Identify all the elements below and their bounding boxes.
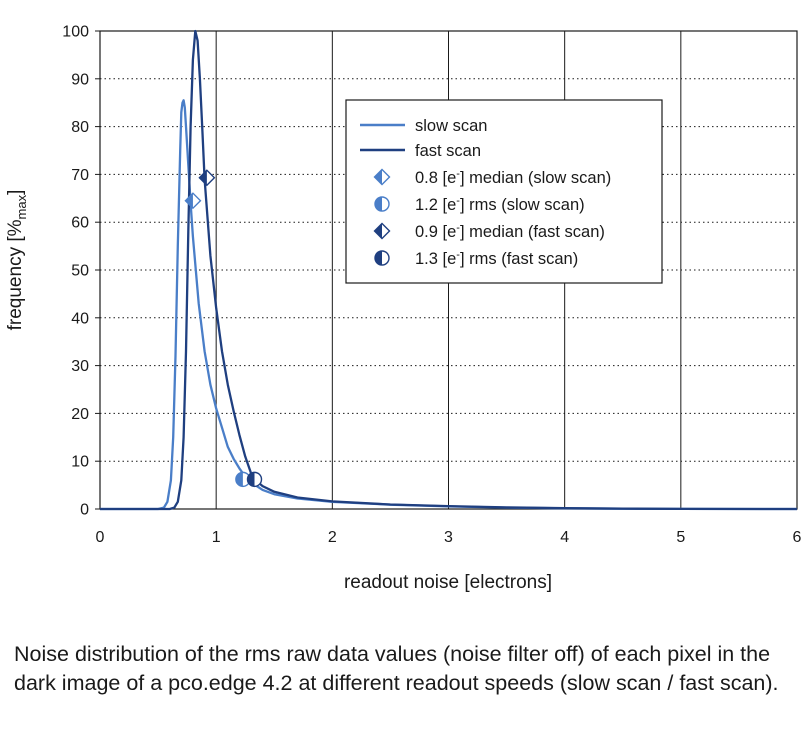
x-tick-label: 0 bbox=[96, 529, 105, 546]
y-tick-label: 90 bbox=[71, 71, 89, 88]
y-tick-label: 70 bbox=[71, 167, 89, 184]
y-tick-label: 80 bbox=[71, 119, 89, 136]
series-layer bbox=[100, 29, 798, 511]
legend-label-median-fast: 0.9 [e-] median (fast scan) bbox=[415, 222, 605, 241]
y-tick-label: 60 bbox=[71, 215, 89, 232]
x-tick-label: 5 bbox=[676, 529, 685, 546]
y-tick-label: 30 bbox=[71, 358, 89, 375]
marker-layer bbox=[184, 169, 263, 488]
x-tick-label: 3 bbox=[444, 529, 453, 546]
figure-caption: Noise distribution of the rms raw data v… bbox=[14, 642, 779, 695]
legend-label-fast-scan: fast scan bbox=[415, 142, 481, 160]
legend-label-slow-scan: slow scan bbox=[415, 117, 487, 135]
legend-circle-icon-slow-scan bbox=[374, 196, 390, 212]
legend-label-rms-slow: 1.2 [e-] rms (slow scan) bbox=[415, 195, 585, 214]
noise-distribution-chart: 0 1 2 3 4 5 6 0 10 20 30 40 50 60 70 80 90 100 readout n… bbox=[5, 24, 802, 594]
y-tick-label: 40 bbox=[71, 310, 89, 327]
x-tick-label: 4 bbox=[560, 529, 569, 546]
y-tick-label: 20 bbox=[71, 406, 89, 423]
x-tick-labels: 0 1 2 3 4 5 6 bbox=[96, 529, 802, 546]
y-tick-label: 100 bbox=[62, 24, 89, 41]
y-axis-label-close: ] bbox=[5, 190, 26, 195]
legend-circle-icon-fast-scan bbox=[374, 250, 390, 266]
legend-label-rms-fast: 1.3 [e-] rms (fast scan) bbox=[415, 249, 578, 268]
x-tick-label: 1 bbox=[212, 529, 221, 546]
legend-box bbox=[345, 99, 663, 284]
legend-label-median-slow: 0.8 [e-] median (slow scan) bbox=[415, 168, 611, 187]
legend-markers bbox=[373, 168, 391, 266]
y-tick-labels: 0 10 20 30 40 50 60 70 80 90 100 bbox=[62, 24, 100, 519]
diamond-marker-fast-scan bbox=[198, 169, 216, 187]
y-tick-label: 10 bbox=[71, 454, 89, 471]
x-tick-label: 6 bbox=[793, 529, 802, 546]
x-axis-label: readout noise [electrons] bbox=[344, 572, 552, 593]
legend-diamond-icon-slow-scan bbox=[373, 168, 391, 186]
y-tick-label: 0 bbox=[80, 502, 89, 519]
y-axis-label: frequency [%max] bbox=[5, 190, 29, 331]
y-tick-label: 50 bbox=[71, 263, 89, 280]
legend: slow scan fast scan 0.8 [e-] median (slo… bbox=[345, 99, 663, 284]
y-axis-label-main: frequency [% bbox=[5, 219, 26, 330]
series-line-fast-scan bbox=[100, 29, 798, 511]
diamond-marker-slow-scan bbox=[184, 192, 202, 210]
circle-marker-fast-scan bbox=[246, 471, 263, 488]
x-tick-label: 2 bbox=[328, 529, 337, 546]
legend-diamond-icon-fast-scan bbox=[373, 222, 391, 240]
y-axis-label-subscript: max bbox=[14, 194, 29, 219]
